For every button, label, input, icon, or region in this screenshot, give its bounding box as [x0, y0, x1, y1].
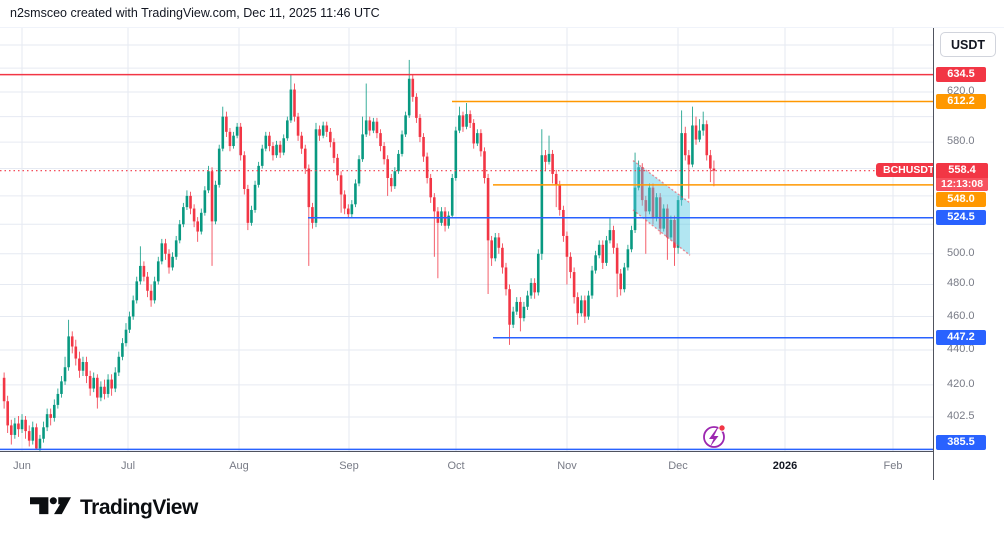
price-tick-label: 420.0: [947, 377, 975, 390]
lightning-icon[interactable]: [703, 424, 726, 448]
candles: [2, 59, 716, 451]
price-tick-label: 460.0: [947, 309, 975, 322]
time-axis-label: Feb: [883, 460, 903, 472]
price-badge: 385.5: [936, 435, 986, 450]
footer-bar: TradingView: [0, 480, 1004, 539]
tradingview-logo[interactable]: TradingView: [30, 496, 198, 520]
price-tick-label: 440.0: [947, 342, 975, 355]
time-axis-label: Aug: [229, 460, 249, 472]
price-badge: 447.2: [936, 330, 986, 346]
time-axis-label: 2026: [772, 460, 798, 472]
grid: [0, 28, 933, 451]
tradingview-logo-text: TradingView: [80, 496, 198, 519]
price-badge: 612.2: [936, 94, 986, 109]
countdown-timer: 12:13:08: [936, 178, 989, 192]
attribution-text: n2smsceo created with TradingView.com, D…: [10, 6, 380, 20]
price-tick-label: 500.0: [947, 246, 975, 259]
time-axis-label: Jun: [13, 460, 31, 472]
time-axis-label: Sep: [339, 460, 359, 472]
tradingview-logo-icon: [30, 496, 71, 514]
price-tick-label: 580.0: [947, 135, 975, 148]
time-axis[interactable]: Jun Jul Aug Sep Oct Nov Dec 2026 Feb: [0, 451, 1004, 481]
chart-pane[interactable]: [0, 0, 933, 451]
currency-button[interactable]: USDT: [940, 32, 996, 57]
price-axis[interactable]: USDT 620.0 580.0 500.0 480.0 460.0 440.0 420.0…: [933, 0, 1004, 480]
symbol-price-label: BCHUSDT: [876, 162, 942, 177]
price-tick-label: 402.5: [947, 409, 975, 422]
price-badge: 548.0: [936, 192, 986, 208]
price-badge: 524.5: [936, 210, 986, 226]
time-axis-label: Oct: [447, 460, 465, 472]
attribution-bar: n2smsceo created with TradingView.com, D…: [0, 0, 1004, 28]
price-tick-label: 480.0: [947, 277, 975, 290]
time-axis-label: Dec: [668, 460, 688, 472]
price-tick-label: 620.0: [947, 84, 975, 97]
time-axis-label: Jul: [120, 460, 136, 472]
price-badge: 634.5: [936, 67, 986, 83]
price-badge: 558.4 12:13:08: [936, 163, 989, 192]
time-axis-label: Nov: [557, 460, 577, 472]
